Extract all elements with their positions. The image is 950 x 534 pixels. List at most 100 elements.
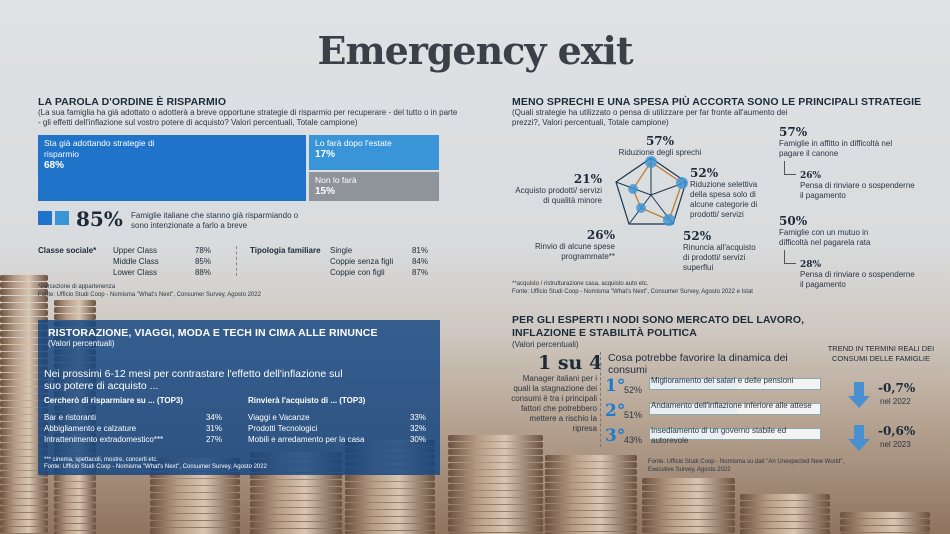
box-will-not: Non lo farà 15% (309, 172, 439, 201)
section4-source: Fonte: Ufficio Studi Coop - Nomisma su d… (648, 459, 845, 473)
coin (54, 307, 96, 313)
coin (740, 501, 830, 507)
coin (0, 296, 48, 302)
coin (448, 526, 543, 532)
mortgage-block: 50% Famiglie con un mutuo in difficoltà … (779, 214, 871, 247)
section4-sub: (Valori percentuali) (512, 340, 579, 349)
coin (54, 300, 96, 306)
coin (448, 463, 543, 469)
coin (54, 524, 96, 530)
tipologia-row-3: Coppie con figli 87% (330, 268, 428, 277)
coin (448, 491, 543, 497)
radar-item-5: 21% Acquisto prodotti/ servizi di qualit… (515, 172, 602, 205)
coin (545, 476, 637, 482)
coin (0, 324, 48, 330)
section2-heading: MENO SPRECHI E UNA SPESA PIÙ ACCORTA SON… (512, 96, 922, 108)
col1-row: Abbigliamento e calzature 31% (44, 424, 222, 433)
col1-row: Intrattenimento extradomestico*** 27% (44, 435, 222, 444)
connector (784, 161, 796, 175)
radar-chart (615, 156, 688, 226)
legend-square-dark (38, 211, 52, 225)
section3-sub: (Valori percentuali) (48, 339, 115, 348)
classe-label: Classe sociale* (38, 246, 97, 255)
item-bar (649, 403, 821, 415)
page-title: Emergency exit (317, 28, 633, 73)
item-bar (649, 428, 821, 440)
box-after-summer: Lo farà dopo l'estate 17% (309, 135, 439, 170)
col2-row: Prodotti Tecnologici 32% (248, 424, 426, 433)
coin (642, 478, 735, 484)
coin (545, 511, 637, 517)
coin (0, 359, 48, 365)
coin (642, 527, 735, 533)
coin (54, 517, 96, 523)
col1-row: Bar e ristoranti 34% (44, 413, 222, 422)
coin (0, 310, 48, 316)
coin (54, 475, 96, 481)
section2-question: (Quali strategie ha utilizzato o pensa d… (512, 108, 788, 127)
coin (0, 464, 48, 470)
col2-row: Mobili e arredamento per la casa 30% (248, 435, 426, 444)
coin (150, 507, 240, 513)
mortgage-sub-block: 28% Pensa di rinviare o sospenderne il p… (800, 260, 915, 289)
section3-heading: RISTORAZIONE, VIAGGI, MODA E TECH IN CIM… (48, 327, 378, 339)
big-total-text: Famiglie italiane che stanno già risparm… (131, 211, 299, 230)
coin (0, 275, 48, 281)
section4-heading: PER GLI ESPERTI I NODI SONO MERCATO DEL … (512, 314, 805, 339)
coin (545, 462, 637, 468)
coin (0, 373, 48, 379)
box2-value: 17% (315, 149, 336, 160)
coin (840, 526, 930, 532)
coin (0, 408, 48, 414)
radar-item-3: 52% Rinuncia all'acquisto di prodotti/ s… (683, 229, 756, 272)
radar-item-2: 52% Riduzione selettiva della spesa solo… (690, 166, 758, 219)
trend-value-2023: -0,6% (878, 424, 916, 438)
coin (0, 317, 48, 323)
coin (448, 442, 543, 448)
rent-block: 57% Famiglie in affitto in difficoltà ne… (779, 125, 893, 158)
classe-row-1: Upper Class 78% (113, 246, 211, 255)
ratio-text: Manager italiani per i quali la stagnazi… (511, 374, 597, 433)
coin (0, 415, 48, 421)
coin (0, 520, 48, 526)
item-value: 52% (624, 385, 643, 395)
box3-label: Non lo farà (315, 175, 357, 185)
coin (250, 508, 342, 514)
section2-source: Fonte: Ufficio Studi Coop - Nomisma "Wha… (512, 289, 753, 295)
coin (642, 520, 735, 526)
coin (0, 478, 48, 484)
item-label: Miglioramento dei salari e delle pension… (651, 376, 794, 385)
coin (150, 500, 240, 506)
rank-label: 2° (605, 401, 626, 421)
coin (345, 496, 435, 502)
coin (345, 517, 435, 523)
section3-question: Nei prossimi 6-12 mesi per contrastare l… (44, 368, 343, 392)
coin (250, 501, 342, 507)
coin (448, 435, 543, 441)
item-label: Andamento dell'inflazione inferiore alle… (651, 401, 812, 410)
coin (345, 524, 435, 530)
coin (740, 494, 830, 500)
coin (545, 497, 637, 503)
coin (0, 513, 48, 519)
rent-sub-block: 26% Pensa di rinviare o sospenderne il p… (800, 171, 915, 200)
coin (642, 499, 735, 505)
coin (345, 531, 435, 534)
coin (642, 485, 735, 491)
coin (448, 456, 543, 462)
coin (54, 482, 96, 488)
coin (545, 518, 637, 524)
coin (448, 477, 543, 483)
coin (642, 513, 735, 519)
col2-head: Rinvierà l'acquisto di ... (TOP3) (248, 396, 366, 405)
coin (0, 380, 48, 386)
coin (840, 512, 930, 518)
coin (545, 455, 637, 461)
coin (0, 443, 48, 449)
coin (150, 486, 240, 492)
big-total-value: 85% (76, 207, 123, 231)
coin (0, 499, 48, 505)
classe-row-3: Lower Class 88% (113, 268, 211, 277)
tipologia-row-2: Coppie senza figli 84% (330, 257, 428, 266)
coin (448, 498, 543, 504)
